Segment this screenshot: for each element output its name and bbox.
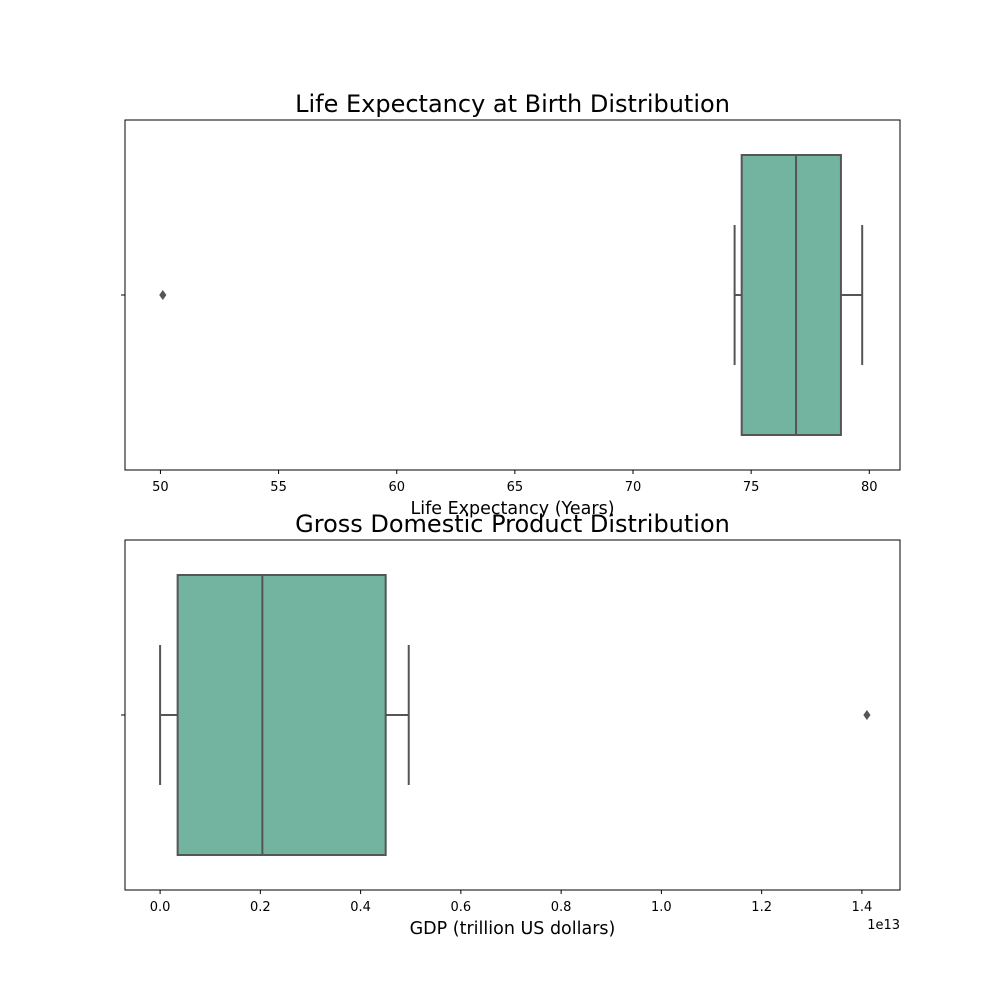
x-tick-label: 70 xyxy=(625,480,642,495)
x-axis-ticks: 50 55 60 65 70 75 80 xyxy=(152,470,878,495)
iqr-box xyxy=(740,154,842,436)
x-tick-label: 0.4 xyxy=(350,900,371,915)
chart-title: Gross Domestic Product Distribution xyxy=(295,510,730,538)
outlier-point xyxy=(159,290,167,300)
x-tick-label: 75 xyxy=(743,480,760,495)
iqr-box xyxy=(176,574,387,856)
gdp-boxplot: Gross Domestic Product Distribution 0.0 0… xyxy=(121,510,901,939)
plot-area xyxy=(159,574,871,856)
axis-offset-label: 1e13 xyxy=(867,918,900,933)
x-tick-label: 0.0 xyxy=(150,900,171,915)
chart-title: Life Expectancy at Birth Distribution xyxy=(295,90,730,118)
outlier-point xyxy=(863,710,871,720)
x-tick-label: 1.2 xyxy=(751,900,772,915)
x-tick-label: 80 xyxy=(861,480,878,495)
x-tick-label: 0.8 xyxy=(551,900,572,915)
x-tick-label: 55 xyxy=(270,480,287,495)
x-tick-label: 50 xyxy=(152,480,169,495)
x-axis-label: Life Expectancy (Years) xyxy=(410,499,614,519)
plot-area xyxy=(159,154,864,436)
x-tick-label: 1.4 xyxy=(852,900,873,915)
x-tick-label: 0.2 xyxy=(250,900,271,915)
life-expectancy-boxplot: Life Expectancy at Birth Distribution 50… xyxy=(121,90,901,519)
x-tick-label: 0.6 xyxy=(451,900,472,915)
x-axis-label: GDP (trillion US dollars) xyxy=(410,919,616,939)
x-tick-label: 65 xyxy=(507,480,524,495)
x-tick-label: 60 xyxy=(388,480,405,495)
x-axis-ticks: 0.0 0.2 0.4 0.6 0.8 1.0 1.2 1.4 xyxy=(150,890,872,915)
x-tick-label: 1.0 xyxy=(651,900,672,915)
